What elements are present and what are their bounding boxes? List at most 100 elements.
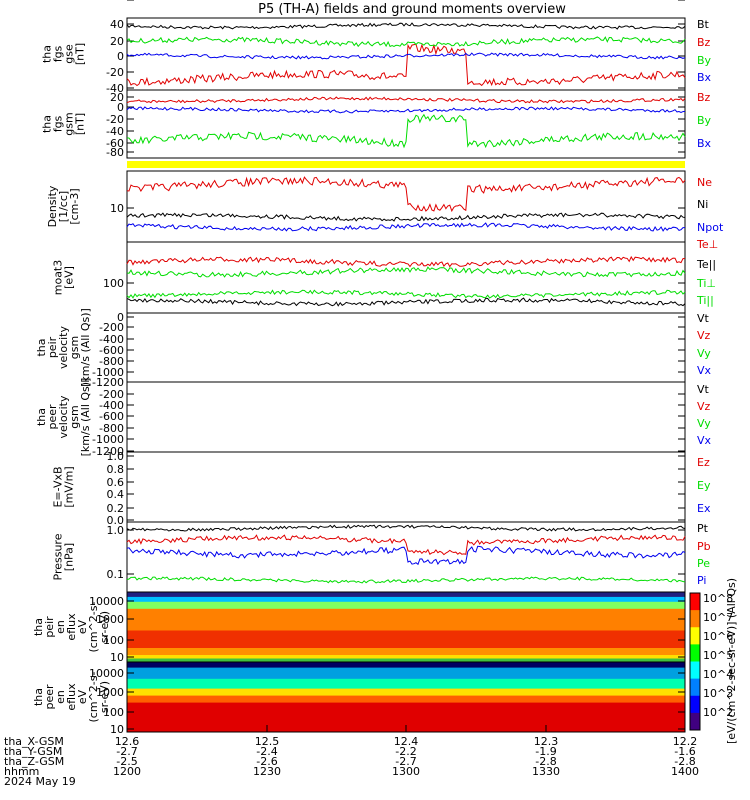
y-axis-label: [nT] — [74, 113, 87, 135]
spectrogram-band — [127, 601, 685, 610]
panel-frame — [126, 17, 686, 91]
legend-Vz: Vz — [697, 329, 711, 342]
y-axis-label: [mV/m] — [63, 466, 76, 507]
y-tick-label: -600 — [99, 344, 124, 357]
panel-3: 10 Density[1/cc][cm-3] Ne Ni Npot — [46, 170, 724, 243]
legend-Ez: Ez — [697, 456, 710, 469]
legend-Bz: Bz — [697, 36, 711, 49]
series-line-By — [126, 36, 686, 48]
series-line-Npot — [126, 222, 685, 232]
y-tick-label: -400 — [99, 333, 124, 346]
plot-title: P5 (TH-A) fields and ground moments over… — [258, 2, 566, 17]
y-tick-label: 0.1 — [107, 568, 125, 581]
y-axis-label: peer — [43, 684, 56, 710]
x-tick-label: 12.4 — [394, 735, 419, 748]
legend-Bx: Bx — [697, 71, 712, 84]
y-axis-label: sr-eV) — [98, 681, 111, 713]
y-axis-label: gsm — [63, 112, 76, 135]
panel-frame — [126, 381, 686, 453]
y-axis-label: en — [54, 690, 67, 704]
y-tick-label: -200 — [99, 321, 124, 334]
y-tick-label: 10 — [110, 723, 124, 736]
series-line-Te⊥ — [126, 255, 686, 268]
colorbar-segment — [690, 593, 700, 611]
series-line-Bt — [126, 22, 686, 30]
colorbar-tick-label: 10^4 — [703, 668, 733, 681]
x-tick-label: -2.4 — [256, 745, 277, 758]
y-tick-label: -80 — [106, 146, 124, 159]
colorbar-segment — [690, 627, 700, 645]
x-tick-label: -2.7 — [116, 745, 137, 758]
legend-Te⊥: Te⊥ — [696, 238, 718, 251]
legend-Npot: Npot — [697, 221, 724, 234]
series-line-Pt — [126, 524, 686, 532]
y-axis-label: tha — [35, 338, 48, 356]
panel-9: 10000 1000 100 10 thapeirenefluxeV(cm^2-s-sr… — [32, 591, 686, 664]
y-tick-label: -40 — [106, 82, 124, 95]
series-line-Pi — [126, 545, 686, 566]
y-tick-label: 1000 — [96, 686, 124, 699]
y-tick-label: -1200 — [92, 445, 124, 458]
x-tick-label: -2.6 — [256, 755, 277, 768]
legend-Pb: Pb — [697, 540, 711, 553]
y-axis-label: fgs — [52, 45, 65, 62]
spectrogram-band — [127, 658, 685, 663]
y-axis-label: sr-eV) — [98, 611, 111, 643]
y-tick-label: 0 — [117, 101, 124, 114]
series-line-Ti⊥ — [126, 266, 686, 278]
y-tick-label: 10000 — [89, 595, 124, 608]
colorbar-tick-label: 10^3 — [703, 687, 733, 700]
colorbar-tick-label: 10^2 — [703, 706, 733, 719]
series-line-Ti|| — [126, 289, 686, 299]
legend-By: By — [697, 114, 712, 127]
colorbar-tick-label: 10^7 — [703, 611, 733, 624]
spectrogram-band — [127, 608, 685, 631]
panel-7: 1.00.80.60.40.20.0 E=-VxB[mV/m] Ez Ey Ex — [52, 450, 711, 527]
legend-Ti||: Ti|| — [696, 294, 714, 307]
x-tick-label: 1300 — [392, 765, 420, 778]
legend-Vy: Vy — [697, 347, 711, 360]
y-axis-label: [eV] — [63, 266, 76, 289]
colorbar-frame — [689, 592, 701, 731]
colorbar-segment — [690, 712, 700, 731]
spectrogram-band — [127, 648, 685, 656]
legend-Vy: Vy — [697, 417, 711, 430]
x-tick-label: -2.8 — [535, 755, 556, 768]
x-tick-label: 12.6 — [115, 735, 140, 748]
y-tick-label: 0.0 — [107, 514, 125, 527]
legend-Ne: Ne — [697, 176, 712, 189]
legend-Te||: Te|| — [696, 258, 716, 271]
panel-frame — [126, 89, 686, 159]
y-tick-label: -20 — [106, 113, 124, 126]
y-axis-label: eV — [76, 619, 89, 634]
y-tick-label: -60 — [106, 137, 124, 150]
series-line-Te|| — [126, 297, 686, 307]
spectrogram-band — [127, 592, 685, 598]
colorbar-segment — [690, 678, 700, 697]
legend-Bx: Bx — [697, 137, 712, 150]
legend-Pt: Pt — [697, 522, 709, 535]
colorbar-segment — [690, 695, 700, 714]
y-axis-label: eflux — [65, 683, 78, 711]
y-tick-label: -800 — [99, 355, 124, 368]
panel-10: 10000 1000 100 10 thapeerenefluxeV(cm^2-s-sr… — [32, 661, 686, 736]
y-tick-label: 10 — [110, 202, 124, 215]
legend-Vz: Vz — [697, 400, 711, 413]
y-tick-label: 20 — [110, 35, 124, 48]
y-axis-label: peer — [46, 404, 59, 430]
y-tick-label: 10000 — [89, 667, 124, 680]
series-line-Bx — [126, 52, 686, 60]
y-tick-label: 0.6 — [107, 476, 125, 489]
y-tick-label: 0.2 — [107, 502, 125, 515]
y-axis-label: E=-VxB — [52, 466, 65, 507]
y-axis-label: tha — [35, 408, 48, 426]
series-line-Bz — [126, 43, 686, 87]
spectrogram-band — [127, 596, 685, 603]
x-tick-label: 12.2 — [673, 735, 698, 748]
y-axis-label: velocity — [57, 395, 70, 438]
legend-Ni: Ni — [697, 198, 708, 211]
yellow-status-bar — [127, 161, 685, 168]
panel-frame — [126, 312, 686, 383]
panel-8: 1.0 0.1 Pressure[nPa] Pt Pb Pe Pi — [52, 521, 711, 593]
